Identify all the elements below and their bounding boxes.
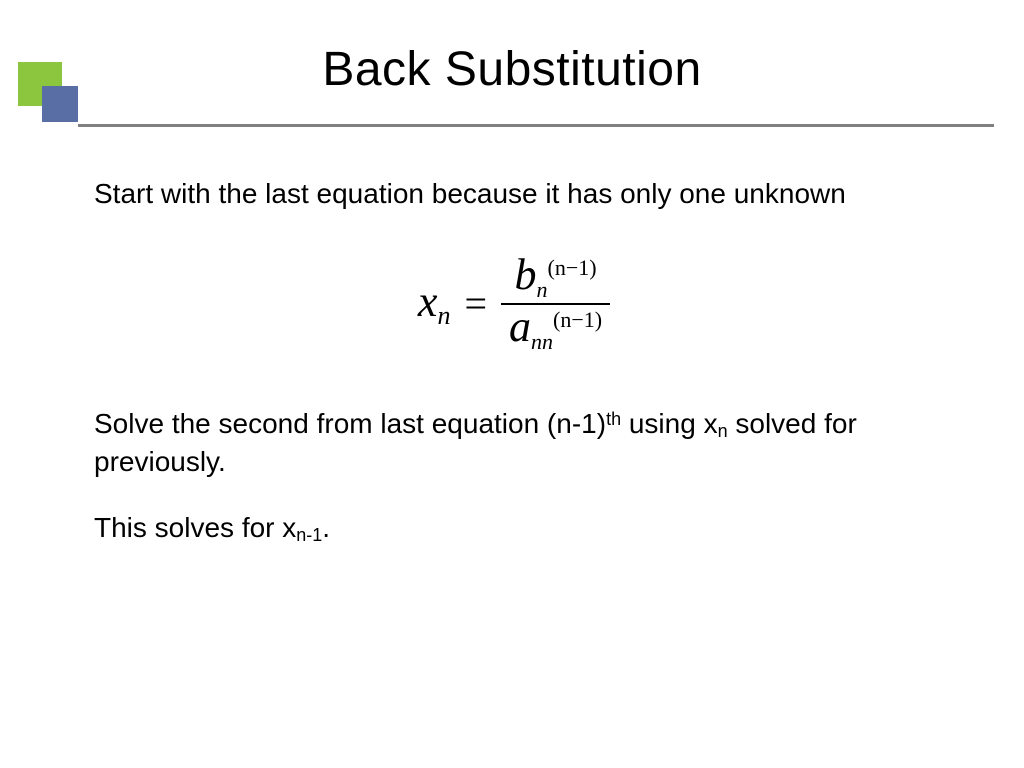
eqn-den-sup: (n−1) (553, 307, 602, 332)
slide-title: Back Substitution (322, 42, 701, 97)
paragraph-2: Solve the second from last equation (n-1… (94, 405, 934, 481)
equation-denominator: ann(n−1) (501, 305, 610, 355)
equation-lhs: xn (418, 276, 451, 331)
slide: Back Substitution Start with the last eq… (0, 0, 1024, 768)
p2-part2: using x (629, 408, 718, 439)
p2-sub: n (718, 421, 728, 441)
equals-sign: = (464, 280, 487, 327)
p3-sub: n-1 (296, 525, 322, 545)
eqn-num-sup: (n−1) (548, 255, 597, 280)
eqn-var-x: x (418, 277, 438, 326)
eqn-num-sub: n (537, 277, 548, 302)
body: Start with the last equation because it … (94, 175, 934, 547)
p2-sup: th (606, 409, 621, 429)
equation-numerator: bn(n−1) (507, 253, 605, 303)
paragraph-3: This solves for xn-1. (94, 509, 934, 547)
p2-part1: Solve the second from last equation (n-1… (94, 408, 606, 439)
equation-fraction: bn(n−1) ann(n−1) (501, 253, 610, 355)
equation: xn = bn(n−1) ann(n−1) (94, 253, 934, 355)
eqn-num-var: b (515, 250, 537, 299)
eqn-den-sub: nn (531, 329, 553, 354)
horizontal-rule (78, 124, 994, 127)
p3-part2: . (322, 512, 330, 543)
paragraph-1: Start with the last equation because it … (94, 175, 934, 213)
eqn-den-var: a (509, 302, 531, 351)
p3-part1: This solves for x (94, 512, 296, 543)
eqn-x-sub: n (437, 301, 450, 330)
title-container: Back Substitution (0, 42, 1024, 97)
